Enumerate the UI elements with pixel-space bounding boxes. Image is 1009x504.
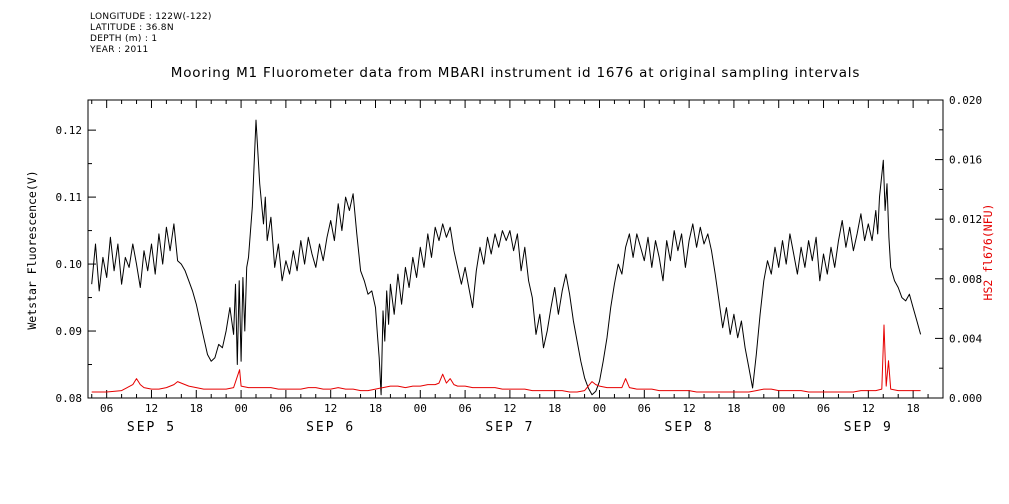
right-tick-label: 0.004 bbox=[949, 332, 982, 345]
x-day-label: SEP 9 bbox=[844, 420, 893, 435]
left-axis-label: Wetstar Fluorescence(V) bbox=[25, 170, 39, 330]
x-tick-label: 18 bbox=[548, 402, 561, 415]
right-tick-label: 0.016 bbox=[949, 154, 982, 167]
left-tick-label: 0.11 bbox=[56, 191, 83, 204]
metadata-longitude: LONGITUDE : 122W(-122) bbox=[90, 12, 212, 22]
metadata-year: YEAR : 2011 bbox=[90, 45, 149, 55]
metadata-depth: DEPTH (m) : 1 bbox=[90, 34, 158, 44]
metadata-latitude: LATITUDE : 36.8N bbox=[90, 23, 174, 33]
right-tick-label: 0.012 bbox=[949, 213, 982, 226]
left-tick-label: 0.12 bbox=[56, 124, 83, 137]
right-tick-label: 0.000 bbox=[949, 392, 982, 405]
series-wetstar-fluorescence bbox=[91, 119, 922, 396]
x-day-label: SEP 6 bbox=[306, 420, 355, 435]
x-tick-label: 00 bbox=[234, 402, 247, 415]
x-tick-label: 12 bbox=[324, 402, 337, 415]
right-tick-label: 0.020 bbox=[949, 94, 982, 107]
x-tick-label: 18 bbox=[907, 402, 920, 415]
right-tick-label: 0.008 bbox=[949, 273, 982, 286]
x-tick-label: 00 bbox=[414, 402, 427, 415]
x-tick-label: 06 bbox=[638, 402, 651, 415]
left-tick-label: 0.09 bbox=[56, 325, 83, 338]
x-tick-label: 18 bbox=[369, 402, 382, 415]
x-tick-label: 18 bbox=[727, 402, 740, 415]
x-tick-label: 06 bbox=[458, 402, 471, 415]
x-tick-label: 12 bbox=[503, 402, 516, 415]
left-tick-label: 0.10 bbox=[56, 258, 83, 271]
right-axis-label: HS2 fl676(NFU) bbox=[981, 203, 995, 301]
x-tick-label: 00 bbox=[772, 402, 785, 415]
x-day-label: SEP 8 bbox=[665, 420, 714, 435]
series-hs2-fl676 bbox=[91, 324, 921, 393]
x-tick-label: 00 bbox=[593, 402, 606, 415]
x-tick-label: 12 bbox=[862, 402, 875, 415]
x-tick-label: 18 bbox=[190, 402, 203, 415]
metadata-block: LONGITUDE : 122W(-122) LATITUDE : 36.8N … bbox=[90, 12, 212, 56]
x-day-label: SEP 7 bbox=[485, 420, 534, 435]
x-tick-label: 12 bbox=[682, 402, 695, 415]
x-tick-label: 06 bbox=[279, 402, 292, 415]
left-tick-label: 0.08 bbox=[56, 392, 83, 405]
x-tick-label: 12 bbox=[145, 402, 158, 415]
chart-title: Mooring M1 Fluorometer data from MBARI i… bbox=[170, 65, 861, 81]
x-day-label: SEP 5 bbox=[127, 420, 176, 435]
x-tick-label: 06 bbox=[100, 402, 113, 415]
x-tick-label: 06 bbox=[817, 402, 830, 415]
